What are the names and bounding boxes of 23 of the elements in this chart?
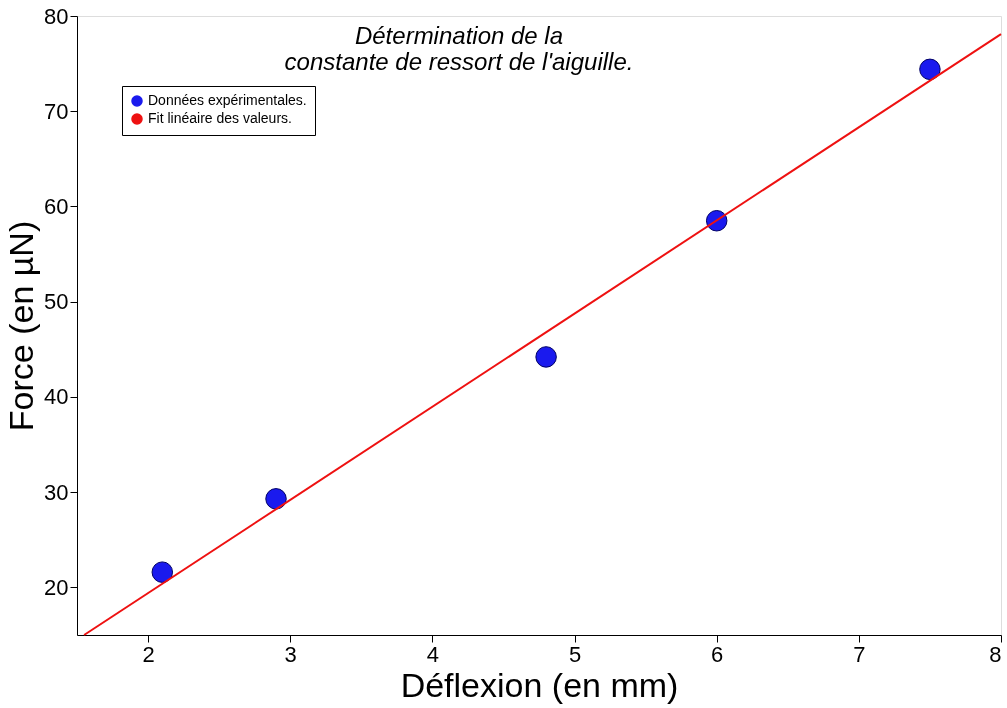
point bbox=[265, 488, 287, 510]
y-tick-label: 40 bbox=[44, 384, 69, 410]
y-tick-label: 50 bbox=[44, 289, 69, 315]
point bbox=[919, 58, 941, 81]
x-tick-label: 4 bbox=[426, 641, 440, 667]
point bbox=[151, 561, 174, 583]
y-tick-label: 60 bbox=[44, 193, 69, 219]
x-tick-label: 2 bbox=[142, 641, 155, 667]
x-tick-label: 3 bbox=[284, 641, 297, 667]
y-tick-label: 80 bbox=[44, 3, 69, 29]
point bbox=[535, 346, 557, 368]
y-tick-label: 30 bbox=[44, 479, 69, 505]
x-axis-title: Déflexion (en mm) bbox=[400, 665, 679, 704]
legend-label: Fit linéaire des valeurs. bbox=[148, 110, 292, 126]
y-axis-title: Force (en µN) bbox=[2, 220, 41, 432]
x-tick-label: 5 bbox=[568, 641, 582, 667]
legend-label: Données expérimentales. bbox=[148, 92, 307, 108]
x-tick-label: 7 bbox=[853, 641, 866, 667]
y-tick-label: 20 bbox=[44, 574, 69, 600]
y-tick-label: 70 bbox=[44, 98, 69, 124]
x-tick-label: 8 bbox=[989, 641, 1002, 667]
x-tick-label: 6 bbox=[711, 641, 724, 667]
text: Détermination de la constante de ressort de l'aiguille. bbox=[284, 22, 634, 75]
